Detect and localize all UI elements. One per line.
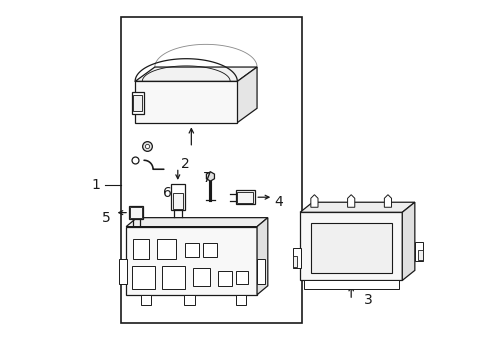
FancyBboxPatch shape xyxy=(133,239,149,259)
Polygon shape xyxy=(126,226,257,295)
FancyBboxPatch shape xyxy=(235,190,255,204)
Text: 5: 5 xyxy=(102,211,111,225)
FancyBboxPatch shape xyxy=(235,271,247,284)
FancyBboxPatch shape xyxy=(172,193,183,209)
Text: 3: 3 xyxy=(363,293,372,307)
Polygon shape xyxy=(135,81,237,123)
FancyBboxPatch shape xyxy=(303,280,398,289)
FancyBboxPatch shape xyxy=(140,295,151,305)
FancyBboxPatch shape xyxy=(162,266,185,289)
Text: 2: 2 xyxy=(181,157,189,171)
FancyBboxPatch shape xyxy=(310,223,391,273)
FancyBboxPatch shape xyxy=(119,259,126,284)
Polygon shape xyxy=(384,195,391,207)
Polygon shape xyxy=(126,218,267,226)
Polygon shape xyxy=(135,67,257,81)
Polygon shape xyxy=(206,172,214,181)
FancyBboxPatch shape xyxy=(217,271,231,286)
FancyBboxPatch shape xyxy=(156,239,176,259)
FancyBboxPatch shape xyxy=(414,242,422,261)
Text: 7: 7 xyxy=(202,171,211,185)
Polygon shape xyxy=(300,212,402,280)
FancyBboxPatch shape xyxy=(192,268,210,286)
Polygon shape xyxy=(300,202,414,212)
Polygon shape xyxy=(257,218,267,295)
FancyBboxPatch shape xyxy=(203,243,217,257)
FancyBboxPatch shape xyxy=(184,295,195,305)
FancyBboxPatch shape xyxy=(131,266,155,289)
FancyBboxPatch shape xyxy=(257,259,264,284)
FancyBboxPatch shape xyxy=(235,295,246,305)
Text: 6: 6 xyxy=(163,185,171,199)
FancyBboxPatch shape xyxy=(292,256,297,267)
FancyBboxPatch shape xyxy=(171,184,184,211)
FancyBboxPatch shape xyxy=(129,206,143,220)
FancyBboxPatch shape xyxy=(133,95,142,111)
Polygon shape xyxy=(347,195,354,207)
FancyBboxPatch shape xyxy=(237,192,253,203)
FancyBboxPatch shape xyxy=(292,248,300,268)
FancyBboxPatch shape xyxy=(130,207,142,218)
Polygon shape xyxy=(310,195,317,207)
Polygon shape xyxy=(237,67,257,123)
FancyBboxPatch shape xyxy=(121,17,301,323)
Text: 4: 4 xyxy=(274,194,283,208)
FancyBboxPatch shape xyxy=(131,92,144,114)
Polygon shape xyxy=(402,202,414,280)
FancyBboxPatch shape xyxy=(418,249,422,260)
Text: 1: 1 xyxy=(91,178,100,192)
FancyBboxPatch shape xyxy=(185,243,199,257)
